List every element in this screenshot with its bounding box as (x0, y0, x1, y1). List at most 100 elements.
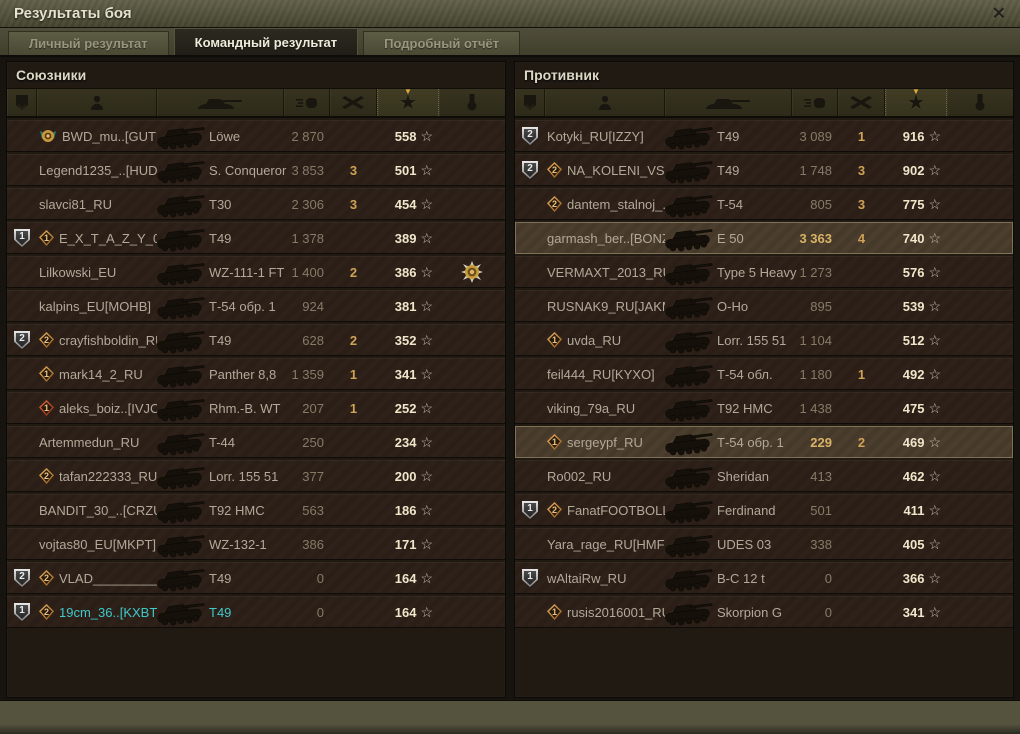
xp-star-icon: ☆ (420, 161, 433, 178)
player-name[interactable]: aleks_boiz..[IVJC] (59, 400, 157, 416)
column-header-xp[interactable]: ▼ ★ (885, 87, 947, 116)
player-icon (88, 94, 106, 112)
table-row[interactable]: 1 2 FanatFOOTBOLL.. Ferdinand 501 411 ☆ (515, 494, 1013, 526)
table-row[interactable]: slavci81_RU T30 2 306 3 454 ☆ (7, 188, 505, 220)
player-name[interactable]: BANDIT_30_..[CRZU] (39, 502, 157, 518)
player-name[interactable]: Lilkowski_EU (39, 264, 117, 280)
column-header-tank[interactable] (665, 89, 792, 116)
player-name[interactable]: crayfishboldin_RU (59, 332, 157, 348)
player-name[interactable]: BWD_mu..[GUTP] (62, 128, 157, 144)
column-header-rank[interactable] (7, 89, 37, 116)
player-name[interactable]: slavci81_RU (39, 196, 112, 212)
player-cell: BWD_mu..[GUTP] (37, 127, 157, 145)
player-name[interactable]: tafan222333_RU (59, 468, 157, 484)
table-row[interactable]: 2 2 NA_KOLENI_VSE.. T49 1 748 3 902 ☆ (515, 154, 1013, 186)
table-row[interactable]: 1 1 E_X_T_A_Z_Y_0.. T49 1 378 389 ☆ (7, 222, 505, 254)
player-name[interactable]: Yara_rage_RU[HMFL] (547, 536, 665, 552)
table-row[interactable]: 1 2 19cm_36..[KXBT] T49 0 164 ☆ (7, 596, 505, 628)
table-row[interactable]: garmash_ber..[BONZ] E 50 3 363 4 740 ☆ (515, 222, 1013, 254)
damage-cell: 1 180 (792, 367, 838, 382)
table-row[interactable]: VERMAXT_2013_RU Type 5 Heavy 1 273 576 ☆ (515, 256, 1013, 288)
table-row[interactable]: 2 Kotyki_RU[IZZY] T49 3 089 1 916 ☆ (515, 120, 1013, 152)
table-row[interactable]: viking_79a_RU T92 HMC 1 438 475 ☆ (515, 392, 1013, 424)
column-header-player[interactable] (37, 89, 157, 116)
damage-value: 386 (302, 536, 324, 552)
table-row[interactable]: 2 tafan222333_RU Lorr. 155 51 377 200 ☆ (7, 460, 505, 492)
xp-value: 164 (394, 604, 417, 620)
damage-value: 338 (810, 536, 832, 552)
tank-cell: Ferdinand (665, 496, 792, 524)
table-row[interactable]: 1 uvda_RU Lorr. 155 51 1 104 512 ☆ (515, 324, 1013, 356)
table-row[interactable]: Lilkowski_EU WZ-111-1 FT 1 400 2 386 ☆ (7, 256, 505, 288)
player-name[interactable]: mark14_2_RU (59, 366, 143, 382)
damage-cell: 0 (792, 571, 838, 586)
column-header-damage[interactable] (284, 89, 330, 116)
table-row[interactable]: feil444_RU[KYXO] Т-54 обл. 1 180 1 492 ☆ (515, 358, 1013, 390)
enemies-panel: Противник (514, 61, 1014, 698)
tab-detailed-report[interactable]: Подробный отчёт (363, 31, 521, 55)
damage-value: 1 438 (799, 400, 832, 416)
column-header-rank[interactable] (515, 89, 545, 116)
table-row[interactable]: BANDIT_30_..[CRZU] T92 HMC 563 186 ☆ (7, 494, 505, 526)
player-name[interactable]: dantem_stalnoj_.. (567, 196, 665, 212)
column-header-tank[interactable] (157, 89, 284, 116)
table-row[interactable]: 2 2 crayfishboldin_RU T49 628 2 352 ☆ (7, 324, 505, 356)
table-row[interactable]: 1 wAltaiRw_RU B-C 12 t 0 366 ☆ (515, 562, 1013, 594)
class-badge-icon: 2 (39, 604, 54, 620)
player-name[interactable]: kalpins_EU[MOHB] (39, 298, 151, 314)
player-name[interactable]: Artemmedun_RU (39, 434, 140, 450)
player-name[interactable]: Legend1235_..[HUDT] (39, 162, 157, 178)
player-name[interactable]: vojtas80_EU[MKPT] (39, 536, 157, 552)
player-name[interactable]: VERMAXT_2013_RU (547, 264, 665, 280)
table-row[interactable]: Legend1235_..[HUDT] S. Conqueror 3 853 3… (7, 154, 505, 186)
column-header-xp[interactable]: ▼ ★ (377, 87, 439, 116)
player-name[interactable]: E_X_T_A_Z_Y_0.. (59, 230, 157, 246)
table-row[interactable]: 2 2 VLAD_________.. T49 0 164 ☆ (7, 562, 505, 594)
player-name[interactable]: NA_KOLENI_VSE.. (567, 162, 665, 178)
table-row[interactable]: vojtas80_EU[MKPT] WZ-132-1 386 171 ☆ (7, 528, 505, 560)
player-name[interactable]: Kotyki_RU[IZZY] (547, 128, 644, 144)
player-name[interactable]: rusis2016001_RU (567, 604, 665, 620)
player-name[interactable]: garmash_ber..[BONZ] (547, 230, 665, 246)
damage-value: 1 273 (799, 264, 832, 280)
table-row[interactable]: BWD_mu..[GUTP] Löwe 2 870 558 ☆ (7, 120, 505, 152)
player-name[interactable]: Ro002_RU (547, 468, 612, 484)
player-name[interactable]: 19cm_36..[KXBT] (59, 604, 157, 620)
column-header-kills[interactable] (838, 89, 885, 116)
tab-team-result[interactable]: Командный результат (173, 28, 359, 55)
player-name[interactable]: viking_79a_RU (547, 400, 636, 416)
xp-value: 475 (902, 400, 925, 416)
rank-badge-cell (515, 331, 545, 349)
close-icon[interactable]: ✕ (991, 4, 1006, 23)
xp-star-icon: ☆ (420, 399, 433, 416)
tank-cell: Т-54 обл. (665, 360, 792, 388)
column-header-medals[interactable] (439, 89, 505, 116)
table-row[interactable]: 2 dantem_stalnoj_.. T-54 805 3 775 ☆ (515, 188, 1013, 220)
xp-star-icon: ☆ (420, 569, 433, 586)
player-name[interactable]: uvda_RU (567, 332, 622, 348)
table-row[interactable]: 1 sergeypf_RU Т-54 обр. 1 229 2 469 ☆ (515, 426, 1013, 458)
table-row[interactable]: Yara_rage_RU[HMFL] UDES 03 338 405 ☆ (515, 528, 1013, 560)
column-header-medals[interactable] (947, 89, 1013, 116)
player-name[interactable]: VLAD_________.. (59, 570, 157, 586)
column-header-damage[interactable] (792, 89, 838, 116)
player-name[interactable]: feil444_RU[KYXO] (547, 366, 655, 382)
table-row[interactable]: 1 aleks_boiz..[IVJC] Rhm.-B. WT 207 1 25… (7, 392, 505, 424)
table-row[interactable]: RUSNAK9_RU[JAKM] O-Ho 895 539 ☆ (515, 290, 1013, 322)
player-name[interactable]: sergeypf_RU (567, 434, 643, 450)
medal-cell (947, 295, 1013, 317)
table-row[interactable]: 1 rusis2016001_RU Skorpion G 0 341 ☆ (515, 596, 1013, 628)
column-header-kills[interactable] (330, 89, 377, 116)
table-row[interactable]: 1 mark14_2_RU Panther 8,8 1 359 1 341 ☆ (7, 358, 505, 390)
column-header-player[interactable] (545, 89, 665, 116)
player-name[interactable]: wAltaiRw_RU (547, 570, 627, 586)
table-row[interactable]: Ro002_RU Sheridan 413 462 ☆ (515, 460, 1013, 492)
player-name[interactable]: RUSNAK9_RU[JAKM] (547, 298, 665, 314)
tab-personal-result[interactable]: Личный результат (8, 31, 169, 55)
xp-star-icon: ☆ (420, 365, 433, 382)
player-name[interactable]: FanatFOOTBOLL.. (567, 502, 665, 518)
table-row[interactable]: kalpins_EU[MOHB] Т-54 обр. 1 924 381 ☆ (7, 290, 505, 322)
table-row[interactable]: Artemmedun_RU T-44 250 234 ☆ (7, 426, 505, 458)
rank-badge-cell: 1 (515, 501, 545, 519)
medal-cell (439, 193, 505, 215)
